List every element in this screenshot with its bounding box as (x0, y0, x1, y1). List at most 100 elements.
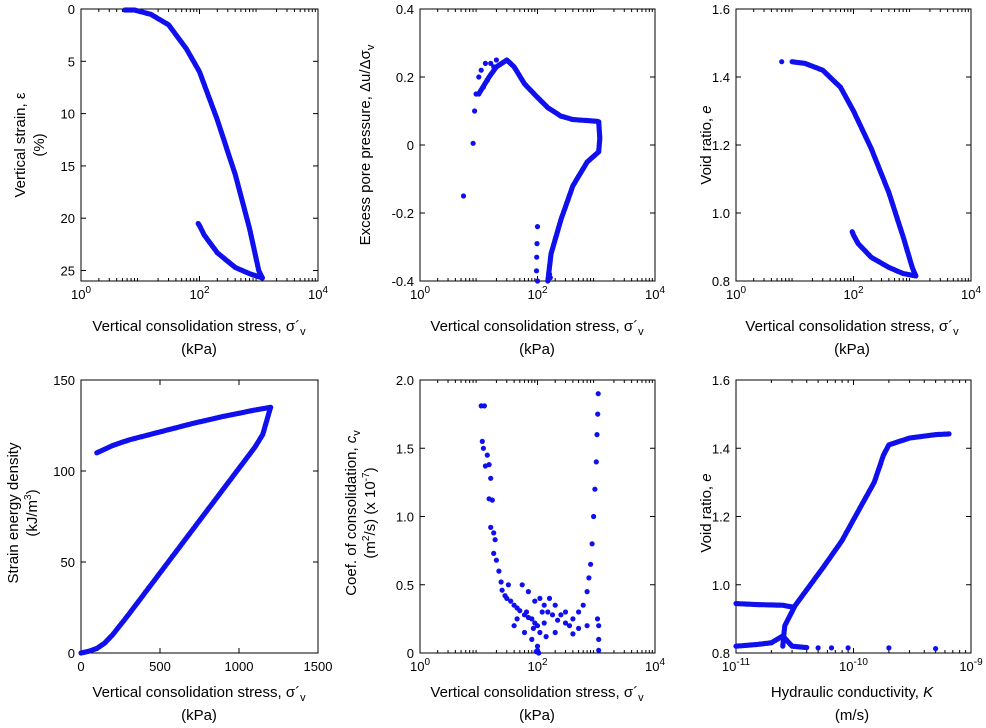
data-point (534, 623, 541, 629)
data-point (546, 595, 553, 602)
data-point (589, 541, 595, 547)
panel-c-ytick-label: 1.6 (712, 2, 730, 17)
panel-c: Void ratio, e Vertical consolidation str… (698, 105, 959, 358)
data-point (496, 568, 502, 574)
panel-b-xtick-label: 102 (527, 285, 547, 302)
panel-b-xtick-label: 100 (410, 285, 430, 302)
data-point (491, 64, 497, 70)
data-point (596, 647, 602, 653)
panel-a-ytick-label: 0 (68, 2, 75, 17)
data-point (534, 224, 541, 230)
panel-c-xlabel: Vertical consolidation stress, σ´v (kPa) (745, 318, 959, 358)
data-point (534, 241, 540, 247)
data-point (473, 91, 479, 97)
panel-e-plot: 100 102 104 0 0.5 1.0 1.5 2.0 (396, 373, 666, 674)
panel-d-plot: 0 500 1000 1500 0 50 100 150 (53, 373, 332, 674)
panel-d: Strain energy density (kJ/m3) Vertical c… (5, 442, 306, 724)
data-point (534, 278, 541, 284)
data-point (596, 636, 602, 643)
panel-b-ytick-label: -0.4 (392, 274, 414, 289)
panel-d-xtick-label: 1500 (304, 659, 333, 674)
panel-e-xtick-label: 100 (410, 657, 430, 674)
panel-a-plot: 100 102 104 0 5 10 15 20 25 (61, 2, 329, 302)
data-point (533, 268, 540, 274)
panel-f-xtick-label: 10-10 (839, 657, 868, 674)
panel-d-xtick-label: 1000 (225, 659, 254, 674)
panel-b-xtick-label: 104 (645, 285, 665, 302)
panel-f-ytick-label: 1.6 (712, 373, 730, 388)
data-point (537, 595, 543, 602)
data-point (529, 636, 535, 643)
data-point (845, 645, 851, 651)
svg-text:Excess pore pressure, Δu/Δσv: Excess pore pressure, Δu/Δσv (357, 44, 377, 245)
panel-d-frame (80, 379, 319, 654)
data-point (478, 67, 484, 73)
data-point (586, 575, 592, 581)
panel-b-data (460, 57, 603, 284)
panel-b-ytick-label: 0.2 (396, 70, 414, 85)
data-point (541, 602, 547, 608)
svg-text:(m2/s) (x 10-7): (m2/s) (x 10-7) (361, 467, 379, 558)
panel-a: Vertical strain, ε (%) Vertical consolid… (12, 92, 306, 358)
panel-b-ytick-label: 0 (407, 138, 414, 153)
panel-e: Coef. of consolidation, cv (m2/s) (x 10-… (343, 430, 644, 724)
data-point (480, 84, 486, 90)
data-point (779, 59, 785, 65)
data-point (488, 524, 494, 531)
data-point (580, 602, 586, 608)
panel-e-xtick-label: 104 (645, 657, 665, 674)
panel-b-xlabel: Vertical consolidation stress, σ´v (kPa) (430, 318, 644, 358)
svg-text:Vertical strain, ε: Vertical strain, ε (12, 92, 29, 197)
panel-a-ytick-label: 15 (61, 159, 75, 174)
data-point (539, 609, 545, 615)
panel-c-ytick-label: 1.4 (712, 70, 730, 85)
data-point (555, 617, 561, 623)
panel-f-ytick-label: 1.2 (712, 510, 730, 525)
panel-d-xtick-label: 0 (77, 659, 84, 674)
data-point (558, 612, 564, 618)
data-point (815, 645, 821, 651)
data-point (508, 598, 514, 604)
data-point (195, 220, 201, 227)
data-point (933, 646, 939, 652)
data-point (547, 275, 553, 281)
data-point (789, 604, 795, 610)
panel-e-ytick-label: 0.5 (396, 578, 414, 593)
panel-c-xtick-label: 102 (843, 285, 863, 302)
data-point (537, 629, 543, 636)
data-point (523, 609, 530, 615)
data-point (460, 193, 467, 199)
data-point (552, 602, 558, 608)
panel-a-ytick-label: 25 (61, 264, 75, 279)
data-point (562, 609, 569, 615)
data-point (517, 608, 523, 614)
data-point (552, 629, 558, 636)
svg-text:(m/s): (m/s) (835, 707, 869, 724)
panel-f: Void ratio, e Hydraulic conductivity, K … (698, 473, 934, 724)
panel-f-ytick-label: 1.0 (712, 578, 730, 593)
panel-b-plot: 100 102 104 -0.4 -0.2 0 0.2 0.4 (392, 2, 666, 302)
panel-e-ytick-label: 0 (407, 646, 414, 661)
svg-text:Vertical consolidation stress,: Vertical consolidation stress, σ´v (92, 684, 306, 704)
panel-f-ytick-label: 1.4 (712, 441, 730, 456)
data-point (504, 595, 510, 602)
panel-c-ylabel: Void ratio, e (698, 105, 715, 184)
panel-d-data (78, 404, 274, 656)
data-point (532, 598, 538, 604)
panel-a-xtick-label: 102 (189, 285, 209, 302)
panel-a-frame (80, 8, 319, 282)
data-point (530, 625, 537, 632)
data-point (562, 620, 569, 626)
data-point (519, 582, 525, 588)
data-point (492, 537, 498, 543)
panel-c-xtick-label: 104 (961, 285, 981, 302)
panel-e-xtick-label: 102 (527, 657, 547, 674)
panel-f-plot: 10-11 10-10 10-9 0.8 1.0 1.2 1.4 1.6 (712, 373, 983, 674)
svg-text:(kPa): (kPa) (181, 707, 217, 724)
data-point (484, 77, 490, 83)
data-point (481, 403, 487, 409)
data-point (596, 623, 602, 629)
data-point (484, 452, 490, 458)
panel-f-ytick-label: 0.8 (712, 646, 730, 661)
data-point (594, 432, 600, 438)
